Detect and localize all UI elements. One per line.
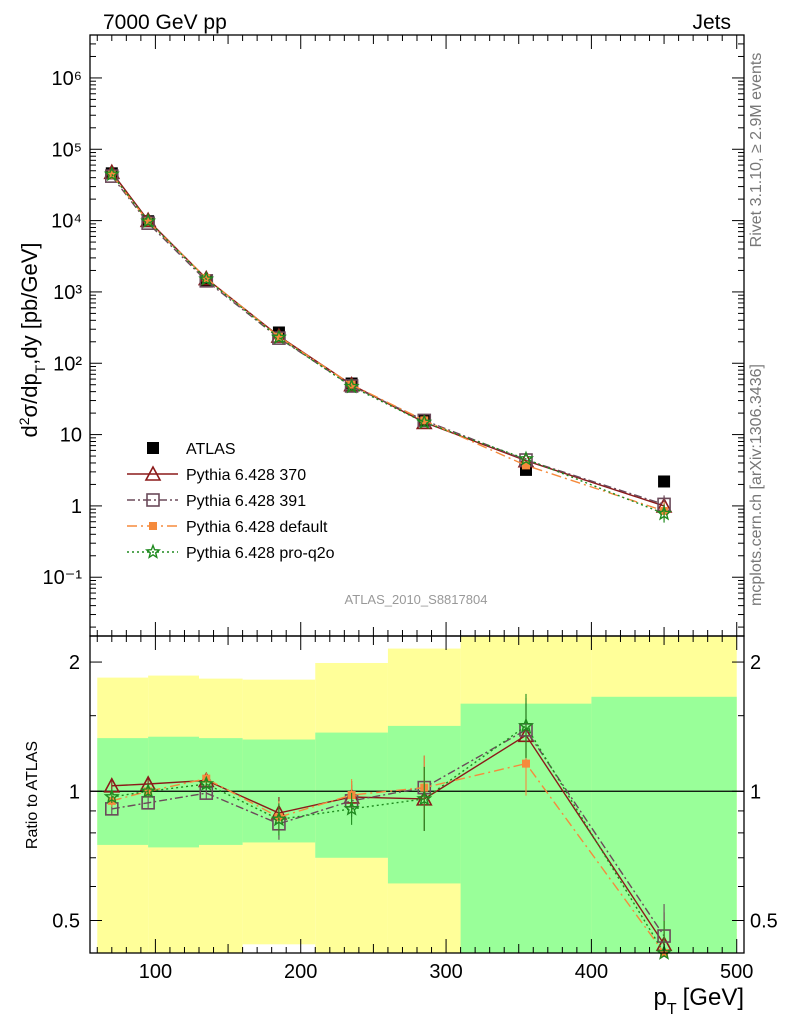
legend-label: Pythia 6.428 370 (186, 467, 306, 484)
line-pythia_proq2o (111, 173, 665, 515)
ratio-line-pythia_370 (111, 734, 665, 945)
x-tick-label: 100 (139, 961, 172, 983)
legend-label: ATLAS (186, 441, 236, 458)
legend-label: Pythia 6.428 pro-q2o (186, 545, 335, 562)
main-y-tick-label: 10⁵ (51, 139, 82, 161)
ratio-y-tick-label-right: 2 (750, 652, 761, 674)
point-pythia_default (522, 461, 530, 470)
ratio-y-tick-label-left: 1 (69, 781, 80, 803)
point-pythia_default (347, 380, 356, 389)
series-data (105, 167, 671, 488)
main-series-layer (103, 163, 673, 523)
ratio-line-pythia_391 (111, 728, 665, 937)
x-tick-label: 200 (284, 961, 317, 983)
ratio-point-pythia_proq2o (271, 810, 287, 827)
ratio-point-pythia_proq2o (656, 944, 672, 960)
point-pythia_default (274, 332, 283, 341)
ratio-point-pythia_proq2o (343, 800, 360, 816)
ratio-point-pythia_proq2o (103, 788, 120, 804)
main-y-tick-label: 1 (71, 496, 82, 518)
line-pythia_370 (111, 171, 665, 507)
legend-item-pythia_370: Pythia 6.428 370 (127, 465, 306, 484)
point-pythia_391 (141, 216, 155, 230)
point-pythia_proq2o (270, 329, 287, 345)
ratio-point-pythia_proq2o (198, 775, 215, 791)
ratio-line-pythia_proq2o (111, 724, 665, 954)
legend-marker (146, 493, 160, 507)
point-pythia_proq2o (416, 413, 433, 430)
ratio-y-tick-label-right: 1 (750, 781, 761, 803)
legend-item-pythia_391: Pythia 6.428 391 (127, 493, 306, 510)
legend-item-data: ATLAS (147, 441, 236, 458)
main-y-tick-label: 10² (53, 353, 82, 375)
point-pythia_proq2o (140, 212, 157, 229)
legend-label: Pythia 6.428 391 (186, 493, 306, 510)
point-pythia_default (202, 274, 211, 283)
ratio-point-pythia_proq2o (517, 717, 535, 733)
ratio-y-tick-label-left: 0.5 (52, 910, 80, 932)
series-pythia_370 (103, 163, 673, 515)
mcplots-label: mcplots.cern.ch [arXiv:1306.3436] (748, 364, 765, 606)
main-y-tick-label: 10 (60, 425, 82, 447)
ratio-series-pythia_proq2o (103, 693, 672, 960)
inner-band-bin (148, 736, 199, 848)
legend-marker (144, 465, 162, 481)
ratio-y-tick-label-left: 2 (69, 652, 80, 674)
x-tick-label: 300 (429, 961, 462, 983)
x-axis-title: pT [GeV] (654, 984, 745, 1018)
point-pythia_proq2o (517, 450, 535, 466)
series-pythia_391 (105, 169, 671, 514)
point-pythia_proq2o (198, 270, 215, 286)
legend-item-pythia_proq2o: Pythia 6.428 pro-q2o (127, 543, 335, 562)
line-pythia_default (111, 174, 665, 512)
point-pythia_proq2o (656, 505, 672, 521)
point-pythia_proq2o (103, 165, 120, 182)
line-pythia_391 (111, 175, 665, 506)
point-data (658, 475, 671, 488)
legend-marker (144, 543, 162, 559)
main-y-tick-label: 10⁴ (51, 211, 82, 233)
ratio-point-pythia_default (522, 759, 530, 768)
legend: ATLAS Pythia 6.428 370 Pythia 6.428 391 Pyt… (127, 441, 335, 562)
analysis-id-label: ATLAS_2010_S8817804 (345, 592, 488, 607)
legend-marker (149, 522, 157, 530)
point-pythia_default (420, 416, 429, 425)
main-y-tick-label: 10⁻¹ (43, 567, 83, 589)
series-pythia_proq2o (103, 165, 672, 523)
ratio-uncertainty-bands (90, 636, 744, 953)
point-pythia_default (144, 217, 153, 226)
main-ylabel: d2σ/dpT,dy [pb/GeV] (16, 242, 48, 437)
axes-layer: 10⁶ 10⁵ 10⁴ 10³ 10² 10 1 10⁻¹ 100 200 300 400 500 2 2 1… (43, 34, 778, 983)
process-label: Jets (692, 11, 731, 34)
legend-item-pythia_default: Pythia 6.428 default (127, 519, 328, 536)
point-pythia_391 (105, 169, 119, 183)
ratio-y-tick-label-right: 0.5 (750, 910, 778, 932)
energy-label: 7000 GeV pp (103, 11, 227, 34)
ratio-line-pythia_default (111, 762, 665, 954)
ratio-point-pythia_proq2o (140, 782, 157, 799)
ratio-ylabel: Ratio to ATLAS (24, 741, 41, 849)
legend-marker (147, 442, 159, 454)
legend-label: Pythia 6.428 default (186, 519, 328, 536)
x-tick-label: 400 (575, 961, 608, 983)
main-y-tick-label: 10⁶ (52, 68, 82, 90)
ratio-point-pythia_proq2o (416, 790, 433, 806)
point-pythia_proq2o (343, 378, 360, 394)
main-y-tick-label: 10³ (53, 282, 82, 304)
x-tick-label: 500 (720, 961, 753, 983)
rivet-label: Rivet 3.1.10, ≥ 2.9M events (748, 53, 765, 248)
